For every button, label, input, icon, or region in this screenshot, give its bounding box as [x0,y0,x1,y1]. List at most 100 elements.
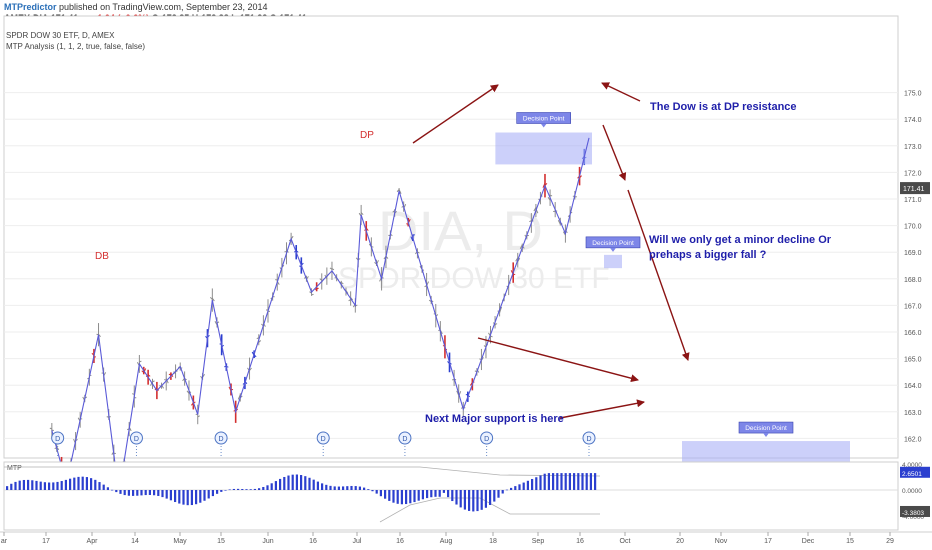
ohlc-open-tick [237,394,241,400]
published-text: published on TradingView.com, September … [59,2,268,12]
oscillator-histogram-bar [81,476,84,490]
oscillator-histogram-bar [484,490,487,508]
ohlc-open-tick [562,231,566,236]
oscillator-histogram-bar [526,480,529,490]
ohlc-close-tick [517,257,521,262]
dividend-label: D [484,436,489,443]
oscillator-histogram-bar [106,487,109,490]
time-tick-label: 16 [576,538,584,545]
ohlc-close-tick [258,340,262,343]
oscillator-histogram-bar [174,490,177,503]
oscillator-histogram-bar [396,490,399,504]
oscillator-histogram-bar [127,490,130,496]
ohlc-close-tick [499,306,503,313]
ohlc-open-tick [214,321,218,326]
indicator-title: MTP Analysis (1, 1, 2, true, false, fals… [6,42,145,51]
ohlc-open-tick [533,207,537,212]
oscillator-histogram-bar [283,476,286,490]
dividend-label: D [321,436,326,443]
oscillator-histogram-bar [224,490,227,491]
time-tick-label: 20 [676,538,684,545]
oscillator-histogram-bar [85,477,88,490]
publisher-link[interactable]: MTPredictor [4,2,57,12]
time-tick-label: 16 [309,538,317,545]
oscillator-histogram-bar [144,490,147,496]
oscillator-histogram-bar [132,490,135,496]
oscillator-histogram-bar [287,475,290,490]
ohlc-open-tick [329,267,333,270]
price-tick-label: 171.0 [904,197,922,204]
annotation-arrow [477,337,639,383]
decision-point-tag-pointer [763,433,769,438]
zigzag-line [51,137,590,495]
oscillator-histogram-bar [18,480,21,490]
price-tick-label: 173.0 [904,144,922,151]
time-tick-label: Nov [715,538,728,545]
oscillator-histogram-bar [426,490,429,499]
ohlc-close-tick [579,175,582,179]
decision-point-label: Decision Point [592,240,634,247]
oscillator-histogram-bar [14,481,17,490]
oscillator-histogram-bar [581,473,584,490]
oscillator-histogram-bar [249,489,252,490]
oscillator-histogram-bar [228,489,231,491]
ohlc-open-tick [410,236,414,241]
publish-info: MTPredictor published on TradingView.com… [4,2,268,12]
oscillator-histogram-bar [539,475,542,490]
note-support: Next Major support is here [425,413,564,425]
time-tick-label: 17 [42,538,50,545]
oscillator-histogram-bar [358,486,361,490]
oscillator-histogram-bar [573,473,576,490]
oscillator-histogram-bar [354,486,357,490]
annotation-arrow [559,399,645,419]
oscillator-histogram-bar [270,483,273,490]
oscillator-histogram-bar [535,477,538,490]
oscillator-tick-upper: 4.0000 [902,462,922,469]
oscillator-histogram-bar [232,488,235,490]
oscillator-histogram-bar [379,490,382,497]
ohlc-close-tick [197,415,200,418]
chart-title: SPDR DOW 30 ETF, D, AMEX [6,31,115,40]
oscillator-histogram-bar [295,474,298,490]
ohlc-open-tick [529,220,532,223]
watermark-name: SPDR DOW 30 ETF [338,262,610,295]
ohlc-open-tick [168,373,172,376]
oscillator-histogram-bar [22,479,25,490]
ohlc-open-tick [428,299,432,303]
oscillator-histogram-bar [375,490,378,494]
db-label: DB [95,251,109,262]
price-tick-label: 175.0 [904,91,922,98]
ohlc-close-tick [147,374,151,377]
annotation-arrow [627,189,690,361]
oscillator-histogram-bar [43,482,46,490]
oscillator-histogram-bar [430,490,433,498]
oscillator-histogram-bar [119,490,122,494]
oscillator-tick-lower: -4.0000 [902,514,924,521]
ohlc-open-tick [515,257,519,262]
dp-label: DP [360,130,374,141]
ohlc-open-tick [447,361,450,364]
oscillator-histogram-bar [594,473,597,490]
note-resistance: The Dow is at DP resistance [650,101,797,113]
oscillator-histogram-bar [543,473,546,490]
ohlc-open-tick [256,337,259,340]
oscillator-histogram-bar [258,488,261,490]
oscillator-histogram-bar [552,473,555,490]
ohlc-open-tick [406,223,409,225]
ohlc-open-tick [542,182,546,188]
oscillator-histogram-bar [522,482,525,490]
oscillator-histogram-bar [547,473,550,490]
ohlc-open-tick [557,220,561,225]
oscillator-histogram-bar [190,490,193,506]
oscillator-histogram-bar [556,473,559,490]
oscillator-histogram-bar [102,484,105,490]
last-price-label: 171.41 [903,186,925,193]
oscillator-histogram-bar [111,489,114,491]
oscillator-histogram-bar [60,481,63,490]
price-tick-label: 174.0 [904,117,922,124]
annotation-arrow [602,124,627,181]
dividend-label: D [586,436,591,443]
ohlc-close-tick [331,268,335,271]
ohlc-open-tick [374,262,377,265]
